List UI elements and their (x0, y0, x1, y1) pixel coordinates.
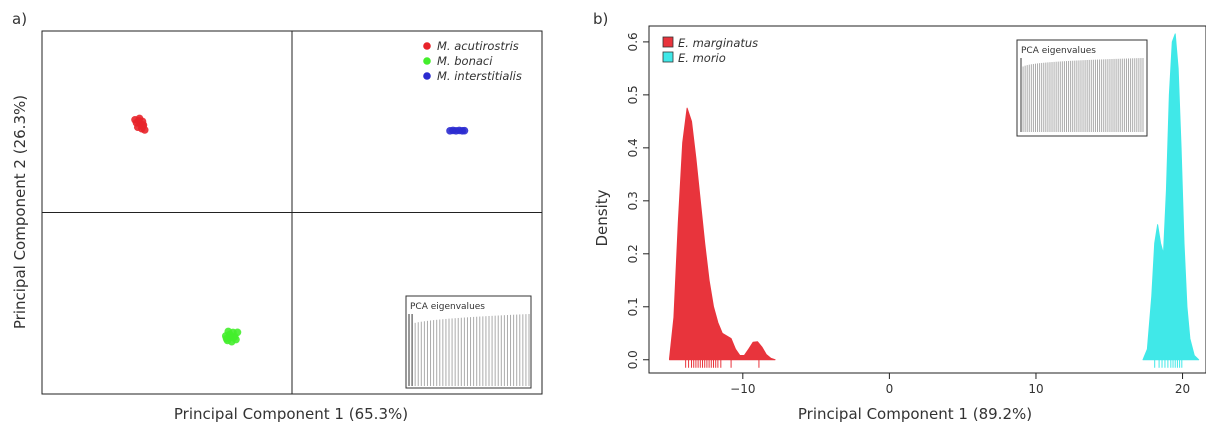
density-area-e-morio (1142, 33, 1200, 361)
panel-b-ylabel: Density (593, 189, 611, 246)
legend-label-m-acutirostris: M. acutirostris (437, 39, 519, 53)
panel-a-inset-bars (408, 314, 530, 386)
point-m-bonaci (229, 333, 238, 342)
legend-label-e-morio: E. morio (678, 51, 726, 65)
panel-a-ylabel: Principal Component 2 (26.3%) (11, 95, 29, 329)
panel-a-xlabel: Principal Component 1 (65.3%) (174, 405, 408, 423)
panel-a-inset-title: PCA eigenvalues (410, 302, 485, 312)
point-m-acutirostris (139, 122, 147, 131)
legend-swatch-e-marginatus (662, 36, 674, 48)
y-tick-label: 0.2 (626, 244, 640, 263)
panel-b-density: b) −10 0 10 20 0.0 0.1 0.2 0.3 0.4 0.5 0.6 E. mar… (593, 10, 1206, 423)
y-tick-label: 0.3 (626, 191, 640, 210)
panel-b-eigenvalue-inset: PCA eigenvalues (1016, 39, 1148, 137)
point-m-interstitialis (460, 126, 469, 135)
x-tick-label: 0 (886, 382, 894, 396)
panel-b-inset-bars (1020, 58, 1144, 132)
panel-a-reference-lines (42, 31, 542, 394)
panel-b-plot-frame (648, 25, 1206, 374)
panel-b-x-axis: −10 0 10 20 (730, 373, 1190, 396)
y-tick-label: 0.6 (626, 32, 640, 51)
density-area-e-marginatus (669, 107, 776, 361)
point-m-bonaci (222, 334, 231, 343)
legend-label-e-marginatus: E. marginatus (678, 36, 758, 50)
panel-b-xlabel: Principal Component 1 (89.2%) (798, 405, 1032, 423)
panel-a-points (131, 114, 469, 346)
panel-b-y-axis: 0.0 0.1 0.2 0.3 0.4 0.5 0.6 (626, 32, 649, 369)
y-tick-label: 0.1 (626, 297, 640, 316)
legend-label-m-interstitialis: M. interstitialis (437, 69, 522, 83)
legend-swatch-e-morio (662, 51, 674, 63)
x-tick-label: −10 (730, 382, 755, 396)
panel-b-inset-title: PCA eigenvalues (1021, 46, 1096, 56)
y-tick-label: 0.0 (626, 350, 640, 369)
y-tick-label: 0.4 (626, 138, 640, 157)
legend-marker-m-acutirostris (423, 42, 431, 50)
panel-b-rug (685, 358, 1183, 368)
legend-marker-m-interstitialis (423, 72, 431, 80)
x-tick-label: 20 (1175, 382, 1190, 396)
panel-b-inset-frame (1016, 39, 1148, 137)
panel-a-label: a) (12, 10, 27, 28)
y-tick-label: 0.5 (626, 85, 640, 104)
panel-b-density-areas (669, 33, 1200, 361)
panel-b-label: b) (593, 10, 608, 28)
point-m-acutirostris (135, 114, 144, 123)
legend-marker-m-bonaci (423, 57, 431, 65)
legend-label-m-bonaci: M. bonaci (437, 54, 493, 68)
x-tick-label: 10 (1028, 382, 1043, 396)
panel-a-eigenvalue-inset: PCA eigenvalues (405, 295, 532, 389)
